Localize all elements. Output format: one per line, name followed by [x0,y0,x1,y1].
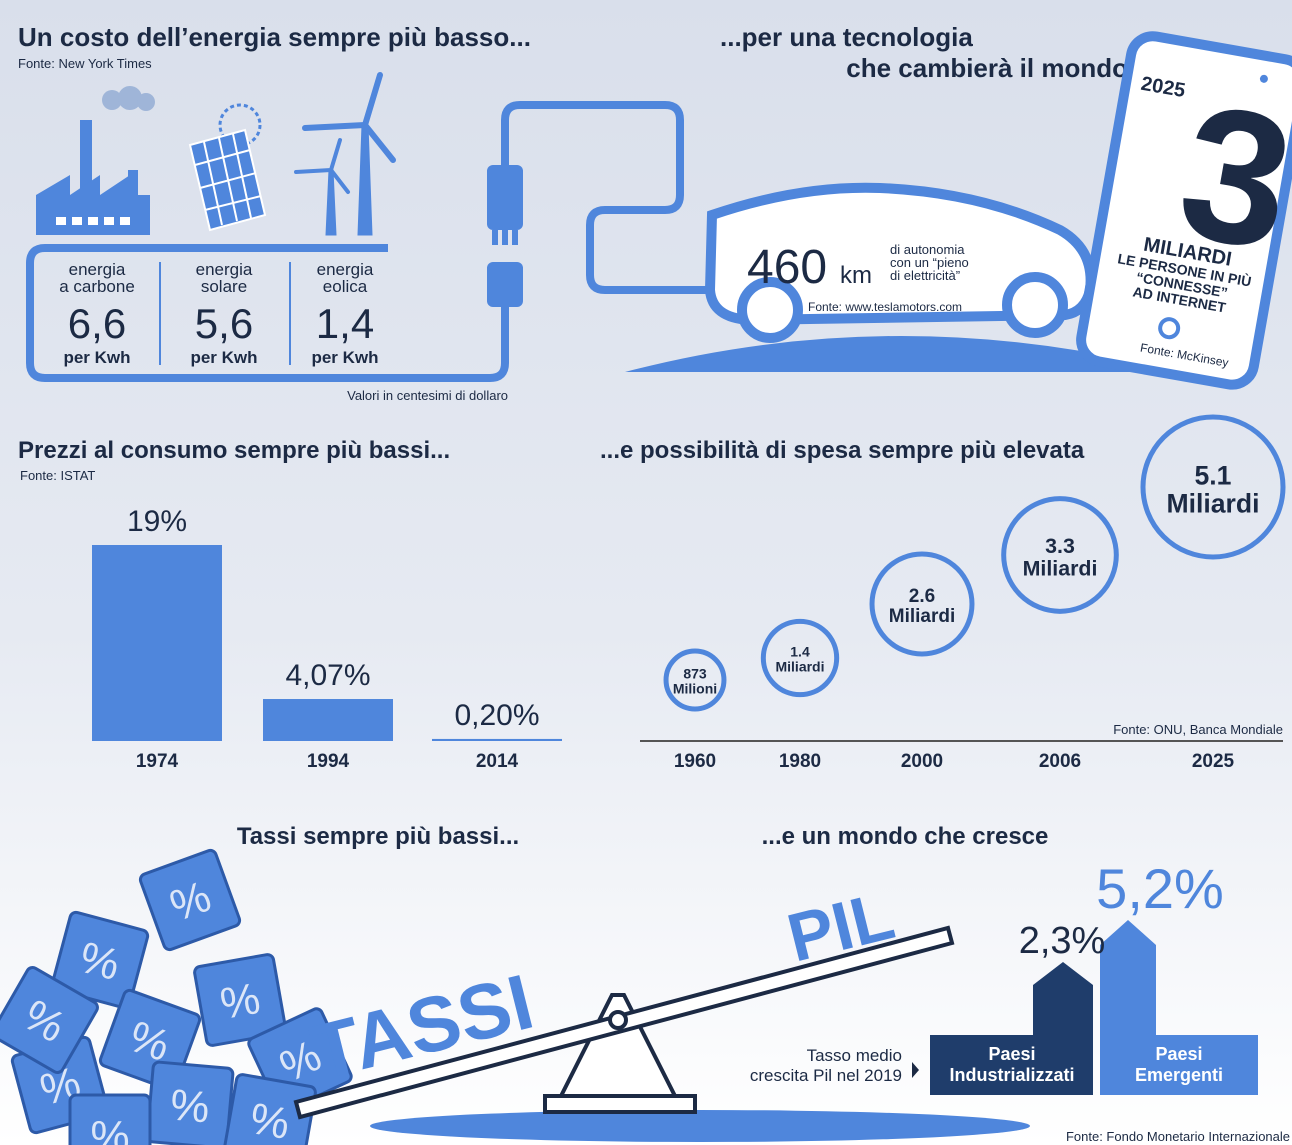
energy-value: 5,6 [195,300,253,347]
energy-value: 1,4 [316,300,374,347]
title: Tassi sempre più bassi... [237,823,519,850]
group-name: Emergenti [1135,1065,1223,1085]
group-value: 5,2% [1096,857,1224,920]
value-label: 19% [127,505,187,538]
bar [263,699,393,741]
plug-icon [487,165,523,307]
title: che cambierà il mondo [846,53,1128,83]
chart-source: Fonte: ONU, Banca Mondiale [1113,722,1283,737]
group-name: Industrializzati [949,1065,1074,1085]
bar [432,739,562,741]
floor [370,1110,1030,1142]
fulcrum-base [545,1096,695,1112]
value-label: 4,07% [285,659,370,692]
wheel [1007,277,1063,333]
chart-title: ...e possibilità di spesa sempre più ele… [600,437,1085,464]
car-value: 460 [747,241,827,294]
caption: Tasso medio [807,1046,902,1065]
group-name: Paesi [988,1044,1035,1064]
energy-unit: per Kwh [311,348,378,367]
x-tick-label: 2025 [1192,751,1235,772]
caption: crescita Pil nel 2019 [750,1066,902,1085]
x-tick-label: 1974 [136,751,179,772]
energy-value: 6,6 [68,300,126,347]
group-name: Paesi [1155,1044,1202,1064]
x-tick-label: 2000 [901,751,943,772]
car-text: di elettricità” [890,268,960,283]
title: ...per una tecnologia [720,22,973,52]
note: Valori in centesimi di dollaro [347,388,508,403]
title: Un costo dell’energia sempre più basso..… [18,22,531,52]
x-tick-label: 2014 [476,751,519,772]
bar [92,545,222,741]
source: Fonte: www.teslamotors.com [808,300,962,314]
chart-source: Fonte: ISTAT [20,468,95,483]
car-unit: km [840,262,872,289]
energy-unit: per Kwh [190,348,257,367]
energy-label: a carbone [59,277,135,296]
cube: % [70,1095,150,1145]
cube-symbol: % [217,974,264,1029]
x-tick-label: 1994 [307,751,350,772]
cube-symbol: % [246,1094,293,1145]
energy-label: solare [201,277,247,296]
source: Fonte: Fondo Monetario Internazionale [1066,1129,1290,1144]
title: ...e un mondo che cresce [762,823,1049,850]
source: Fonte: New York Times [18,56,152,71]
cube-symbol: % [90,1112,129,1145]
energy-unit: per Kwh [63,348,130,367]
group-value: 2,3% [1019,920,1106,962]
x-tick-label: 1980 [779,751,821,772]
x-tick-label: 2006 [1039,751,1081,772]
x-tick-label: 1960 [674,751,716,772]
cube-symbol: % [168,1080,211,1132]
cube: % [147,1062,234,1145]
value-label: 0,20% [454,699,539,732]
energy-label: eolica [323,277,368,296]
pivot [610,1012,626,1028]
chart-title: Prezzi al consumo sempre più bassi... [18,437,450,464]
infographic: Un costo dell’energia sempre più basso..… [0,0,1292,1145]
